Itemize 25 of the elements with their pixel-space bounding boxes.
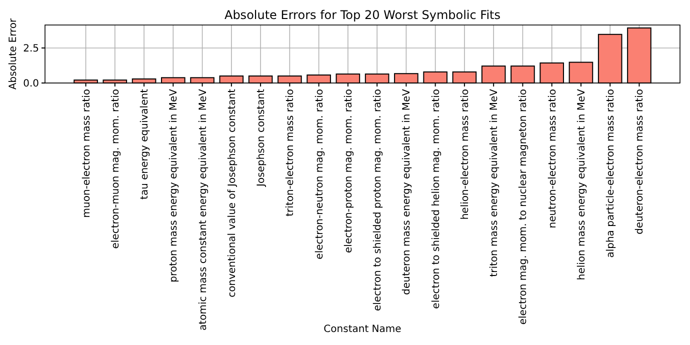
x-tick-label: deuteron mass energy equivalent in MeV [402, 88, 413, 295]
chart-title: Absolute Errors for Top 20 Worst Symbolic Fits [224, 8, 501, 22]
x-tick-label: electron-neutron mag. mom. ratio [314, 89, 326, 260]
x-tick-label: helion-electron mass ratio [460, 89, 471, 220]
x-tick-label: electron mag. mom. to nuclear magneton ratio [518, 89, 530, 325]
x-tick-label: alpha particle-electron mass ratio [606, 89, 617, 258]
x-axis-title: Constant Name [324, 324, 402, 335]
x-tick-label: triton-electron mass ratio [285, 89, 296, 216]
x-tick-label: atomic mass constant energy equivalent in MeV [198, 88, 209, 330]
x-tick-label: electron-proton mag. mom. ratio [343, 89, 354, 253]
x-tick-label: helion mass energy equivalent in MeV [576, 88, 588, 280]
x-tick-label: electron-muon mag. mom. ratio [110, 89, 122, 249]
x-tick-label: conventional value of Josephson constant [226, 88, 238, 298]
y-tick-label: 0.0 [23, 78, 39, 90]
x-tick-label: deuteron-electron mass ratio [634, 89, 646, 234]
x-tick-label: electron to shielded proton mag. mom. ratio [372, 89, 384, 312]
x-tick-label: electron to shielded helion mag. mom. ratio [430, 89, 442, 309]
x-tick-label: triton mass energy equivalent in MeV [489, 88, 500, 277]
x-tick-label: Josephson constant [256, 88, 268, 188]
x-tick-label: muon-electron mass ratio [81, 89, 92, 218]
y-axis-title: Absolute Error [8, 17, 19, 90]
y-tick-label: 2.5 [23, 43, 39, 54]
x-tick-label: tau energy equivalent [140, 88, 151, 200]
x-tick-label: proton mass energy equivalent in MeV [168, 88, 180, 282]
x-tick-label: neutron-electron mass ratio [547, 89, 558, 228]
